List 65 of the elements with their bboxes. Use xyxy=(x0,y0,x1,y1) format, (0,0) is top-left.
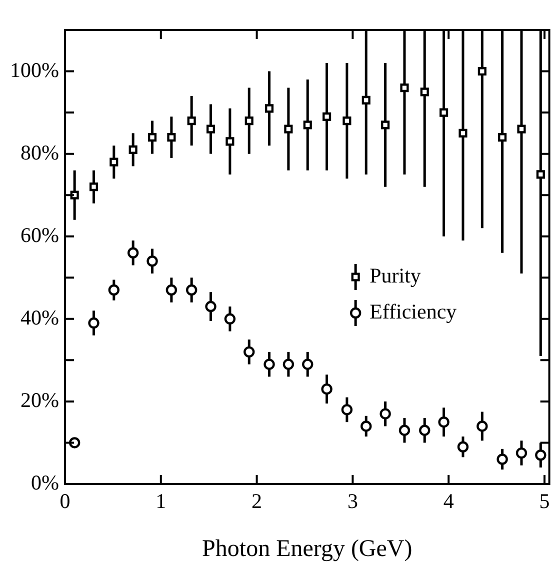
point xyxy=(440,108,448,117)
point xyxy=(303,120,312,130)
point xyxy=(148,133,157,142)
point xyxy=(398,424,410,436)
point xyxy=(341,404,353,416)
point xyxy=(186,284,198,296)
point xyxy=(420,88,429,96)
point xyxy=(400,84,409,92)
x-tick-label: 3 xyxy=(347,489,358,514)
point xyxy=(516,447,528,459)
point xyxy=(535,450,546,461)
point xyxy=(128,145,138,154)
point xyxy=(284,124,293,134)
legend-label: Purity xyxy=(370,264,422,288)
y-tick-label: 20% xyxy=(20,388,59,412)
point xyxy=(536,170,545,179)
x-tick-label: 2 xyxy=(252,489,262,514)
point xyxy=(264,104,274,113)
point xyxy=(496,454,508,465)
point xyxy=(478,66,486,76)
point xyxy=(205,300,216,312)
point xyxy=(70,190,79,200)
x-tick-label: 5 xyxy=(539,489,550,514)
point xyxy=(89,182,98,192)
point xyxy=(226,137,234,146)
point xyxy=(108,284,120,296)
y-tick-label: 60% xyxy=(20,222,59,247)
point xyxy=(321,383,332,395)
point xyxy=(498,133,507,142)
point xyxy=(380,408,391,420)
point xyxy=(167,133,176,142)
y-tick-label: 40% xyxy=(20,305,59,330)
point xyxy=(360,420,372,432)
point xyxy=(342,116,352,126)
point xyxy=(282,358,294,370)
point xyxy=(517,124,526,134)
x-tick-label: 4 xyxy=(443,489,454,514)
point xyxy=(302,358,314,370)
point xyxy=(244,116,254,126)
point xyxy=(362,96,370,104)
point xyxy=(166,284,178,296)
legend-label: Efficiency xyxy=(370,300,458,324)
point xyxy=(244,346,255,358)
point xyxy=(419,424,430,436)
y-tick-label: 80% xyxy=(20,140,59,164)
point xyxy=(127,247,139,258)
point xyxy=(264,358,275,370)
point xyxy=(458,128,468,138)
point xyxy=(88,317,100,329)
point xyxy=(457,441,469,452)
point xyxy=(476,420,488,432)
point xyxy=(322,112,332,121)
point xyxy=(381,120,390,130)
point xyxy=(224,313,236,325)
point xyxy=(187,116,196,126)
point xyxy=(438,416,450,428)
y-tick-label: 0% xyxy=(30,470,59,495)
x-tick-label: 1 xyxy=(156,489,166,514)
point xyxy=(146,256,158,267)
x-axis-title: Photon Energy (GeV) xyxy=(202,536,412,562)
point xyxy=(206,124,216,134)
x-tick-label: 0 xyxy=(60,489,70,514)
y-tick-label: 100% xyxy=(10,58,59,82)
point xyxy=(110,158,118,166)
point xyxy=(68,437,80,448)
